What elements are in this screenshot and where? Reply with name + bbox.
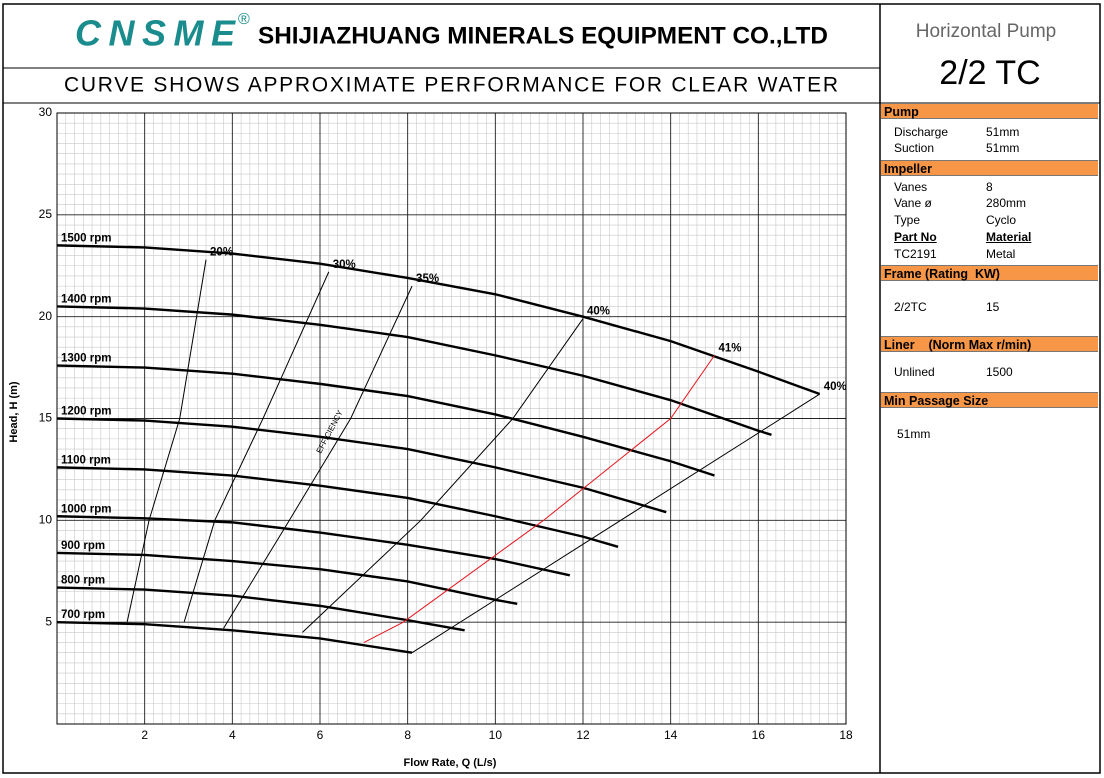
logo-mark: ®: [238, 11, 250, 28]
curve: [183, 271, 330, 623]
spec-text: Material: [986, 230, 1032, 244]
section-header: Liner (Norm Max r/min): [881, 336, 1098, 352]
spec-text: Metal: [986, 247, 1016, 261]
curve: [56, 417, 667, 514]
pump-type: Horizontal Pump: [916, 21, 1056, 42]
y-axis-label: Head, H (m): [8, 381, 20, 442]
efficiency-label: 20%: [210, 247, 233, 259]
x-tick-label: 8: [404, 728, 411, 742]
efficiency-label: 40%: [824, 381, 847, 393]
curve-label: 1500 rpm: [61, 232, 112, 244]
spec-text: 1500: [986, 365, 1013, 379]
section-header: Min Passage Size: [881, 392, 1098, 408]
spec-text: 51mm: [897, 427, 931, 441]
spec-text: Type: [894, 213, 921, 227]
spec-text: Unlined: [894, 365, 935, 379]
curve: [56, 551, 518, 606]
annotation: EFFICIENCY: [315, 408, 346, 455]
spec-text: 2/2TC: [894, 300, 927, 314]
x-tick-label: 2: [141, 728, 148, 742]
model: 2/2 TC: [939, 54, 1040, 92]
curve: [363, 355, 715, 643]
curve: [56, 620, 413, 654]
spec-text: 51mm: [986, 141, 1020, 155]
x-tick-label: 10: [489, 728, 503, 742]
curve: [411, 393, 820, 654]
y-tick-label: 5: [45, 614, 52, 628]
spec-text: Vanes: [894, 180, 928, 194]
spec-text: 280mm: [986, 196, 1027, 210]
efficiency-label: 41%: [719, 342, 742, 354]
spec-text: TC2191: [894, 247, 937, 261]
curve: [56, 305, 772, 436]
curve: [56, 515, 571, 577]
curve-label: 1400 rpm: [61, 294, 112, 306]
spec-text: 15: [986, 300, 1000, 314]
curve: [56, 364, 715, 477]
x-tick-label: 18: [839, 728, 853, 742]
curve-label: 1300 rpm: [61, 353, 112, 365]
efficiency-label: 30%: [333, 259, 356, 271]
efficiency-label: 40%: [587, 306, 610, 318]
frame: [2, 3, 1101, 774]
efficiency-label: 35%: [416, 273, 439, 285]
x-tick-label: 6: [317, 728, 324, 742]
y-tick-label: 10: [39, 513, 53, 527]
y-tick-label: 20: [39, 309, 53, 323]
section-header: Pump: [881, 103, 1098, 119]
x-tick-label: 16: [752, 728, 766, 742]
curve: [302, 318, 584, 633]
x-tick-label: 4: [229, 728, 236, 742]
y-tick-label: 30: [39, 105, 53, 119]
spec-text: Part No: [894, 230, 937, 244]
spec-text: Vane ø: [894, 196, 932, 210]
curve-label: 700 rpm: [61, 609, 105, 621]
curve-label: 1000 rpm: [61, 503, 112, 515]
curve: [126, 259, 207, 623]
spec-text: Suction: [894, 141, 935, 155]
x-tick-label: 12: [576, 728, 590, 742]
curve-label: 1200 rpm: [61, 406, 112, 418]
subtitle: CURVE SHOWS APPROXIMATE PERFORMANCE FOR …: [64, 74, 838, 97]
curve: [56, 586, 465, 632]
spec-text: Cyclo: [986, 213, 1017, 227]
spec-text: Discharge: [894, 125, 949, 139]
curve-label: 800 rpm: [61, 575, 105, 587]
spec-text: 8: [986, 180, 993, 194]
section-header: Impeller: [881, 160, 1098, 176]
x-tick-label: 14: [664, 728, 678, 742]
y-tick-label: 15: [39, 411, 53, 425]
logo: CNSME: [75, 13, 236, 54]
curve: [56, 466, 619, 548]
section-header: Frame (Rating KW): [881, 265, 1098, 281]
x-axis-label: Flow Rate, Q (L/s): [404, 757, 497, 769]
spec-text: 51mm: [986, 125, 1020, 139]
curve: [223, 285, 413, 629]
curve: [56, 244, 821, 396]
curve-label: 900 rpm: [61, 540, 105, 552]
curve-label: 1100 rpm: [61, 454, 111, 466]
company-name: SHIJIAZHUANG MINERALS EQUIPMENT CO.,LTD: [258, 22, 828, 49]
y-tick-label: 25: [39, 207, 53, 221]
